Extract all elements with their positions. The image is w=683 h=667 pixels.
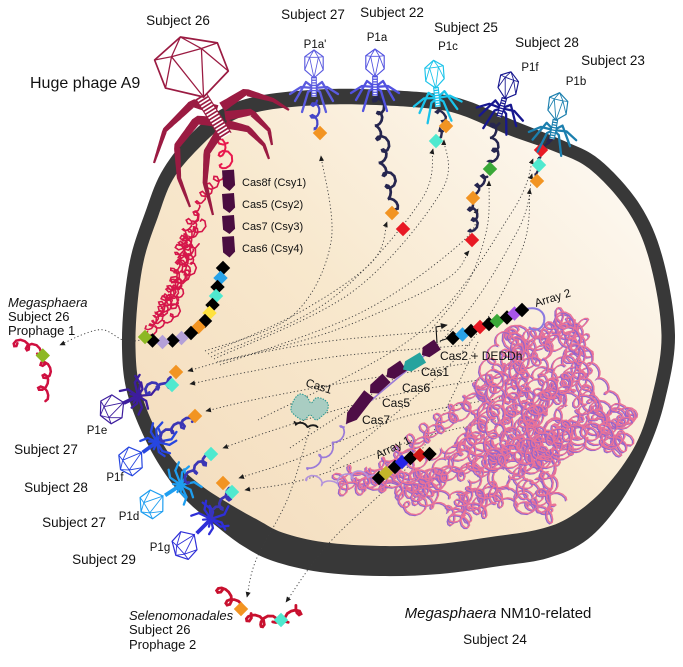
svg-text:Cas5 (Csy2): Cas5 (Csy2) [242, 199, 303, 211]
svg-text:Prophage 1: Prophage 1 [8, 323, 75, 338]
svg-text:P1e: P1e [87, 425, 107, 437]
svg-text:Megasphaera NM10-related: Megasphaera NM10-related [405, 605, 592, 622]
svg-text:Megasphaera: Megasphaera [8, 295, 88, 310]
svg-text:Cas1: Cas1 [421, 365, 449, 379]
svg-text:Subject 22: Subject 22 [360, 5, 424, 20]
svg-text:P1d: P1d [119, 511, 139, 523]
svg-text:P1a: P1a [367, 32, 388, 44]
svg-text:P1b: P1b [566, 76, 586, 88]
svg-text:Cas5: Cas5 [382, 396, 410, 410]
svg-text:Cas7 (Csy3): Cas7 (Csy3) [242, 221, 303, 233]
svg-text:Subject 25: Subject 25 [434, 20, 498, 35]
svg-text:Selenomonadales: Selenomonadales [129, 608, 234, 623]
svg-text:Subject 27: Subject 27 [281, 7, 345, 22]
svg-text:Cas6: Cas6 [402, 381, 430, 395]
svg-text:Subject 29: Subject 29 [72, 552, 136, 567]
svg-text:Subject 28: Subject 28 [24, 480, 88, 495]
svg-text:Subject 26: Subject 26 [129, 622, 190, 637]
svg-text:Huge phage A9: Huge phage A9 [30, 75, 140, 92]
svg-text:P1f: P1f [521, 62, 539, 74]
svg-text:Cas8f (Csy1): Cas8f (Csy1) [242, 177, 306, 189]
svg-text:Prophage 2: Prophage 2 [129, 637, 196, 652]
svg-text:Subject 26: Subject 26 [8, 309, 69, 324]
svg-text:Subject 27: Subject 27 [42, 515, 106, 530]
svg-text:Subject 27: Subject 27 [14, 442, 78, 457]
svg-text:Cas2 + DEDDh: Cas2 + DEDDh [440, 349, 522, 363]
svg-text:P1a': P1a' [304, 39, 327, 51]
svg-text:Cas6 (Csy4): Cas6 (Csy4) [242, 243, 303, 255]
svg-text:P1c: P1c [438, 41, 458, 53]
svg-text:Cas7: Cas7 [362, 413, 390, 427]
svg-text:Subject 26: Subject 26 [146, 13, 210, 28]
svg-text:Subject 24: Subject 24 [463, 632, 527, 647]
svg-text:Subject 23: Subject 23 [581, 53, 645, 68]
svg-text:P1g: P1g [150, 542, 170, 554]
svg-text:P1f: P1f [106, 472, 124, 484]
svg-text:Subject 28: Subject 28 [515, 35, 579, 50]
